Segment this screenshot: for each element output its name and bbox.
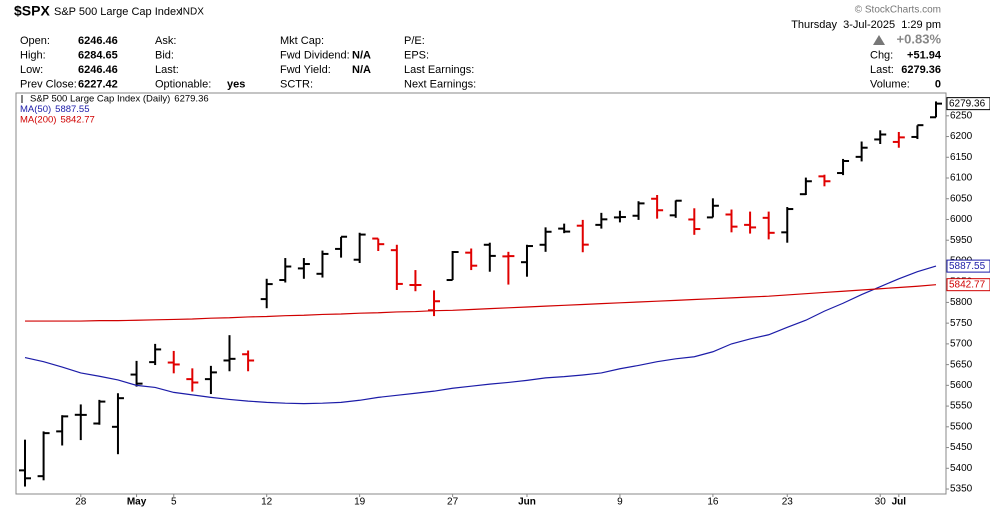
value-tag (946, 97, 990, 111)
x-tick-label: 5 (171, 497, 177, 508)
field-label: Next Earnings: (404, 78, 476, 90)
y-tick-label: 6100 (950, 173, 973, 184)
field-label: Last: (155, 64, 179, 76)
field-label: Mkt Cap: (280, 35, 324, 47)
value-tag (946, 278, 990, 292)
field-label: Chg: (870, 49, 893, 61)
legend-name: MA(50) (20, 104, 51, 115)
y-tick-label: 5750 (950, 318, 973, 329)
y-tick-label: 5700 (950, 339, 973, 350)
y-tick-label: 5450 (950, 442, 973, 453)
y-tick-label: 6150 (950, 152, 973, 163)
y-tick-label: 6200 (950, 131, 973, 142)
value-tag-label: 6279.36 (949, 98, 986, 109)
field-value: 6284.65 (78, 49, 118, 61)
field-value: +51.94 (907, 49, 942, 61)
x-tick-label: 27 (447, 497, 459, 508)
ma-line (24, 265, 937, 405)
y-tick-label: 5550 (950, 401, 973, 412)
field-value: 6227.42 (78, 78, 118, 90)
ma-line (25, 284, 937, 322)
x-tick-label: 30 (875, 497, 887, 508)
y-tick-label: 5650 (950, 359, 973, 370)
field-value: 0 (935, 78, 941, 90)
y-tick-label: 6250 (950, 110, 973, 121)
x-tick-label: May (127, 497, 147, 508)
y-tick-label: 5600 (950, 380, 973, 391)
legend-value: 6279.36 (174, 94, 208, 105)
field-label: High: (20, 49, 46, 61)
field-label: Ask: (155, 35, 176, 47)
x-tick-label: 23 (782, 497, 794, 508)
field-label: Last: (870, 64, 894, 76)
field-value: yes (227, 78, 245, 90)
value-tag (946, 259, 990, 273)
field-value: 6246.46 (78, 64, 118, 76)
y-tick-label: 5350 (950, 484, 973, 495)
index-name: S&P 500 Large Cap Index (54, 6, 182, 18)
field-label: Low: (20, 64, 43, 76)
field-label: Prev Close: (20, 78, 77, 90)
field-label: Optionable: (155, 78, 211, 90)
field-value: 6279.36 (901, 64, 941, 76)
field-value: N/A (352, 64, 371, 76)
x-tick-label: 16 (707, 497, 719, 508)
datetime: Thursday 3-Jul-2025 1:29 pm (791, 19, 941, 31)
legend-value: 5887.55 (55, 104, 89, 115)
field-label: Fwd Yield: (280, 64, 331, 76)
field-label: Fwd Dividend: (280, 49, 350, 61)
field-value: N/A (352, 49, 371, 61)
y-tick-label: 5500 (950, 421, 973, 432)
plot-frame (15, 92, 947, 495)
legend-name: S&P 500 Large Cap Index (Daily) (30, 94, 170, 105)
field-value: 6246.46 (78, 35, 118, 47)
field-label: Bid: (155, 49, 174, 61)
y-tick-label: 5950 (950, 235, 973, 246)
y-tick-label: 6050 (950, 193, 973, 204)
x-tick-label: 28 (75, 497, 87, 508)
value-tag-label: 5887.55 (949, 261, 986, 272)
x-tick-label: 9 (617, 497, 623, 508)
change-pct: +0.83% (897, 31, 942, 46)
field-label: EPS: (404, 49, 429, 61)
x-tick-label: 12 (261, 497, 273, 508)
y-tick-label: 6000 (950, 214, 973, 225)
exchange: INDX (180, 7, 204, 18)
field-label: Volume: (870, 78, 910, 90)
field-label: Open: (20, 35, 50, 47)
field-label: P/E: (404, 35, 425, 47)
value-tag-label: 5842.77 (949, 279, 986, 290)
y-tick-label: 5800 (950, 297, 973, 308)
legend-name: MA(200) (20, 115, 56, 126)
up-arrow (873, 35, 885, 45)
legend-value: 5842.77 (60, 115, 94, 126)
copyright: © StockCharts.com (855, 5, 941, 16)
x-tick-label: Jul (892, 497, 907, 508)
y-tick-label: 5400 (950, 463, 973, 474)
x-tick-label: Jun (518, 497, 536, 508)
field-label: Last Earnings: (404, 64, 474, 76)
field-label: SCTR: (280, 78, 313, 90)
x-tick-label: 19 (354, 497, 366, 508)
symbol: $SPX (14, 3, 50, 19)
